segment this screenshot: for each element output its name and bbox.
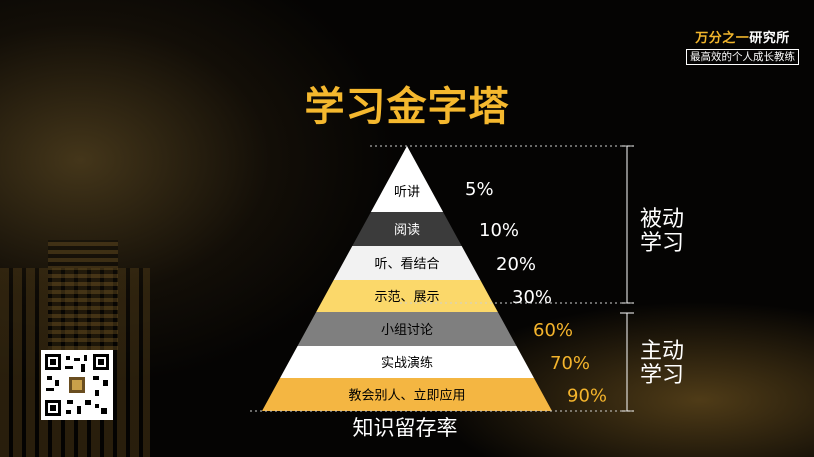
- building-silhouette-left-tall: [48, 240, 118, 350]
- pyramid-tier: [280, 346, 534, 378]
- retention-value: 10%: [479, 220, 519, 241]
- pyramid-caption: 知识留存率: [352, 416, 458, 440]
- brand-name-white: 研究所: [749, 31, 790, 46]
- pyramid-tier-label: 实战演练: [381, 355, 433, 371]
- bracket-passive: [620, 145, 634, 304]
- pyramid-tier: [316, 280, 498, 312]
- qr-code-image: [45, 354, 109, 416]
- bracket-active: [620, 312, 634, 412]
- pyramid-tier-label: 示范、展示: [374, 290, 439, 305]
- pyramid-tier-label: 小组讨论: [381, 323, 433, 338]
- retention-value: 70%: [550, 353, 590, 374]
- retention-value: 5%: [465, 179, 494, 200]
- retention-value: 20%: [496, 254, 536, 275]
- page-title: 学习金字塔: [304, 84, 510, 130]
- brand-block: 万分之一研究所 最高效的个人成长教练: [686, 27, 799, 65]
- pyramid-tier: [352, 212, 462, 246]
- retention-value: 30%: [512, 287, 552, 308]
- group-label-active: 主动学习: [639, 339, 684, 388]
- pyramid-tier: [370, 146, 444, 212]
- pyramid-tier: [333, 246, 481, 280]
- retention-value: 60%: [533, 320, 573, 341]
- pyramid-tier: [297, 312, 517, 346]
- group-label-passive: 被动学习: [639, 207, 684, 256]
- pyramid-tier: [262, 378, 552, 411]
- brand-tagline: 最高效的个人成长教练: [686, 49, 799, 65]
- pyramid-tier-label: 阅读: [394, 223, 420, 238]
- brand-name-gold: 万分之一: [695, 31, 750, 46]
- retention-value: 90%: [567, 386, 607, 407]
- pyramid-tier-label: 教会别人、立即应用: [348, 388, 465, 404]
- pyramid-tier-label: 听讲: [394, 185, 420, 200]
- brand-name: 万分之一研究所: [686, 27, 799, 46]
- qr-code: [41, 350, 113, 420]
- pyramid-tier-label: 听、看结合: [374, 256, 439, 272]
